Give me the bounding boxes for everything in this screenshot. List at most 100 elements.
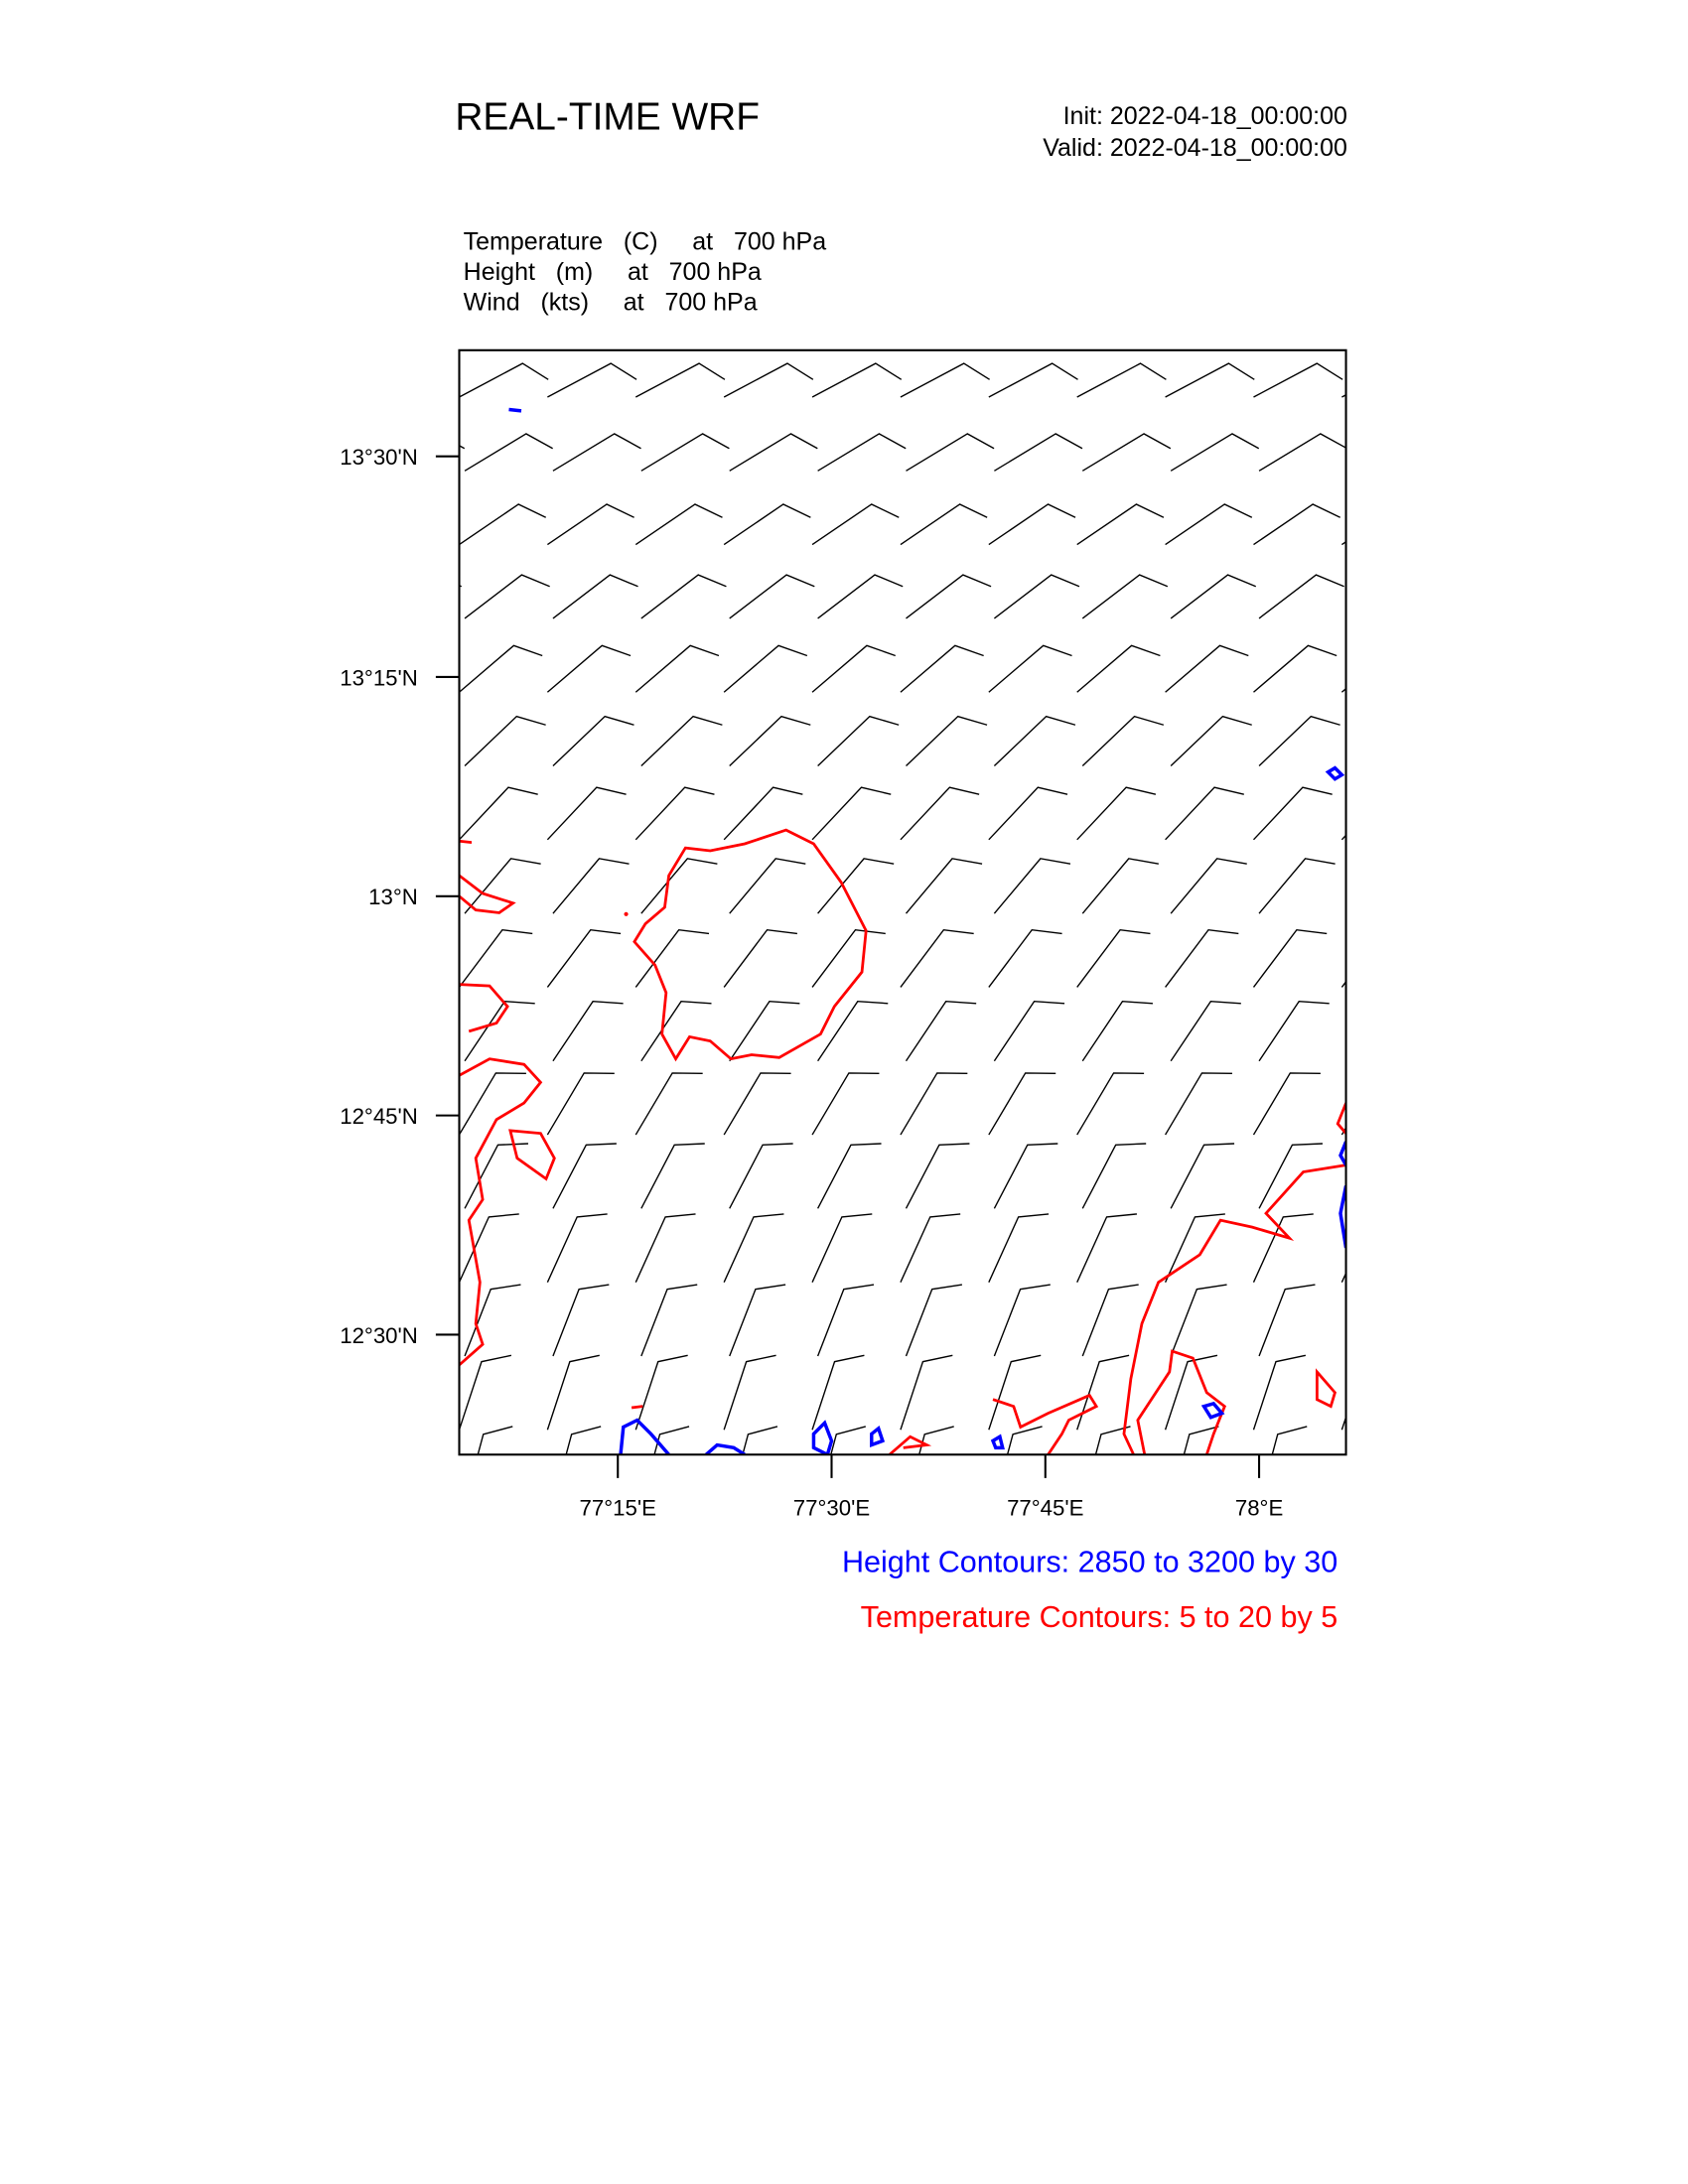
wind-barb [1076, 1354, 1130, 1431]
wind-barb [729, 1143, 793, 1209]
wind-barb [464, 858, 541, 914]
wind-barbs [371, 362, 1436, 1455]
wind-barb [993, 715, 1076, 767]
wind-barb [634, 1072, 703, 1136]
wind-barb [811, 362, 903, 398]
wind-barb [811, 1354, 865, 1431]
wind-barb [723, 1213, 784, 1283]
wind-barb [371, 504, 458, 545]
wind-barb [1258, 1143, 1323, 1209]
wind-barb [1252, 1072, 1321, 1136]
temperature-contour [459, 983, 509, 1033]
wind-barb [640, 858, 718, 914]
temperature-legend: Temperature Contours: 5 to 20 by 5 [861, 1600, 1338, 1634]
wind-barb [816, 1284, 875, 1357]
height-contour [990, 1433, 1005, 1450]
wind-barb [900, 362, 990, 398]
wind-barb [993, 1143, 1058, 1209]
wind-barb [994, 433, 1083, 472]
wind-barb [640, 1001, 712, 1062]
wind-barb [464, 1284, 521, 1357]
wind-barb [477, 1426, 513, 1455]
wind-barb [811, 1072, 880, 1136]
wind-barb [900, 1354, 953, 1431]
wind-barb [817, 715, 900, 767]
lon-label: 77°30'E [793, 1495, 870, 1520]
wind-barb [988, 644, 1072, 693]
wind-barb [546, 644, 632, 693]
wind-barb [742, 1426, 778, 1455]
wind-barb [1165, 928, 1239, 988]
wind-barb [1164, 1354, 1218, 1431]
wind-barb [1340, 1415, 1346, 1431]
wind-barb [1006, 1426, 1043, 1455]
wind-barb [900, 1213, 961, 1283]
wind-barb [1081, 858, 1159, 914]
wind-barb [729, 858, 806, 914]
wind-barb [1076, 644, 1161, 693]
lon-label: 77°45'E [1007, 1495, 1083, 1520]
wind-barb [546, 928, 622, 988]
wind-barb [459, 362, 549, 398]
wind-barb [464, 574, 550, 619]
height-contour [1200, 1401, 1225, 1420]
wind-barb [464, 433, 553, 472]
wind-barb [723, 1072, 791, 1136]
wind-barb [552, 1143, 617, 1209]
wind-barb [917, 1426, 954, 1455]
wind-barb [1076, 1072, 1145, 1136]
wind-barb [723, 503, 811, 546]
wind-barb [634, 928, 710, 988]
height-contour [1325, 765, 1345, 781]
wind-barb [1253, 362, 1343, 398]
wind-barb [1165, 362, 1255, 398]
wind-barb [1347, 434, 1436, 471]
wind-barb [723, 1354, 776, 1431]
temperature-contour [888, 1434, 932, 1455]
wind-barb [993, 1284, 1051, 1357]
wind-barb [1347, 575, 1433, 618]
temperature-contour [992, 1393, 1099, 1455]
wind-barb [1164, 1213, 1225, 1283]
wind-barb [1081, 715, 1165, 767]
wind-barb [1347, 1285, 1403, 1356]
wind-barb [1258, 574, 1344, 619]
wind-barb [459, 1354, 512, 1431]
wind-barb [988, 1213, 1050, 1283]
valid-time: Valid: 2022-04-18_00:00:00 [1043, 134, 1347, 162]
wind-barb [1076, 786, 1157, 841]
temperature-contour [459, 874, 516, 914]
wind-barb [640, 574, 727, 619]
wind-barb [546, 1072, 615, 1136]
wind-barb [988, 503, 1076, 546]
wind-barb [906, 715, 988, 767]
wind-barb [1081, 433, 1172, 472]
lat-label: 12°30'N [340, 1323, 418, 1348]
wind-barb [905, 858, 983, 914]
wind-barb [1341, 393, 1346, 398]
lat-label: 13°30'N [340, 445, 418, 470]
wind-barb [811, 928, 886, 988]
wind-barb [371, 787, 450, 840]
wind-barb [634, 644, 720, 693]
wind-barb [817, 433, 907, 472]
wind-barb [1165, 644, 1249, 693]
wind-barb [723, 644, 808, 693]
height-contour [1338, 1185, 1346, 1249]
wind-barb [811, 644, 896, 693]
height-contour [870, 1425, 886, 1448]
wind-barb [1081, 574, 1169, 619]
temperature-contour [1336, 1102, 1346, 1135]
wind-barb [993, 858, 1071, 914]
lat-label: 12°45'N [340, 1104, 418, 1129]
wind-barb [634, 786, 715, 841]
temperature-contour [459, 1057, 543, 1367]
wind-barb [634, 503, 723, 546]
temperature-contour [1122, 1163, 1346, 1455]
temperature-contour [624, 911, 629, 916]
wind-barb [905, 1001, 977, 1062]
wind-barb [634, 1213, 696, 1283]
lat-label: 13°15'N [340, 665, 418, 690]
field-label: Wind (kts) at 700 hPa [464, 289, 758, 317]
